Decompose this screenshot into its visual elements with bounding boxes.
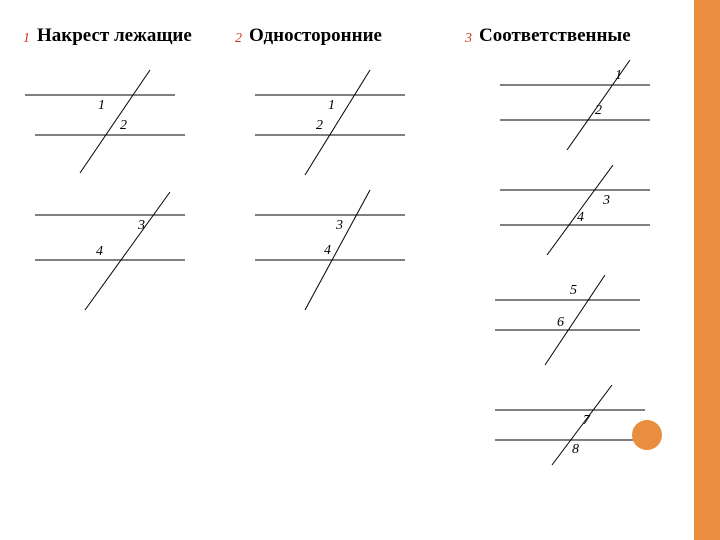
angle-label: 2 [120, 118, 127, 134]
angle-diagram-2: 34 [30, 190, 200, 320]
angle-diagram-7: 56 [490, 275, 660, 370]
diagram-lines [250, 65, 420, 185]
angle-label: 3 [336, 218, 343, 234]
diagram-lines [495, 60, 665, 155]
heading-text-2: Односторонние [249, 25, 382, 47]
angle-label: 5 [570, 283, 577, 299]
angle-diagram-5: 12 [495, 60, 665, 155]
heading-text-1: Накрест лежащие [37, 25, 192, 47]
angle-label: 4 [324, 243, 331, 259]
accent-dot [632, 420, 662, 450]
angle-label: 1 [615, 68, 622, 84]
angle-label: 6 [557, 315, 564, 331]
angle-diagram-4: 34 [250, 190, 420, 320]
angle-label: 3 [603, 193, 610, 209]
heading-num-3: 3 [465, 31, 472, 47]
angle-label: 3 [138, 218, 145, 234]
angle-label: 4 [96, 244, 103, 260]
angle-label: 1 [328, 98, 335, 114]
diagram-lines [30, 190, 200, 320]
angle-label: 2 [595, 103, 602, 119]
angle-label: 8 [572, 442, 579, 458]
angle-label: 1 [98, 98, 105, 114]
angle-diagram-1: 12 [20, 65, 190, 185]
right-accent-band [694, 0, 720, 540]
angle-label: 2 [316, 118, 323, 134]
angle-diagram-6: 34 [495, 165, 665, 260]
angle-label: 7 [583, 413, 590, 429]
diagram-lines [20, 65, 190, 185]
heading-text-3: Соответственные [479, 25, 631, 47]
angle-label: 4 [577, 210, 584, 226]
diagram-lines [250, 190, 420, 320]
heading-num-2: 2 [235, 31, 242, 47]
angle-diagram-3: 12 [250, 65, 420, 185]
heading-num-1: 1 [23, 31, 30, 47]
